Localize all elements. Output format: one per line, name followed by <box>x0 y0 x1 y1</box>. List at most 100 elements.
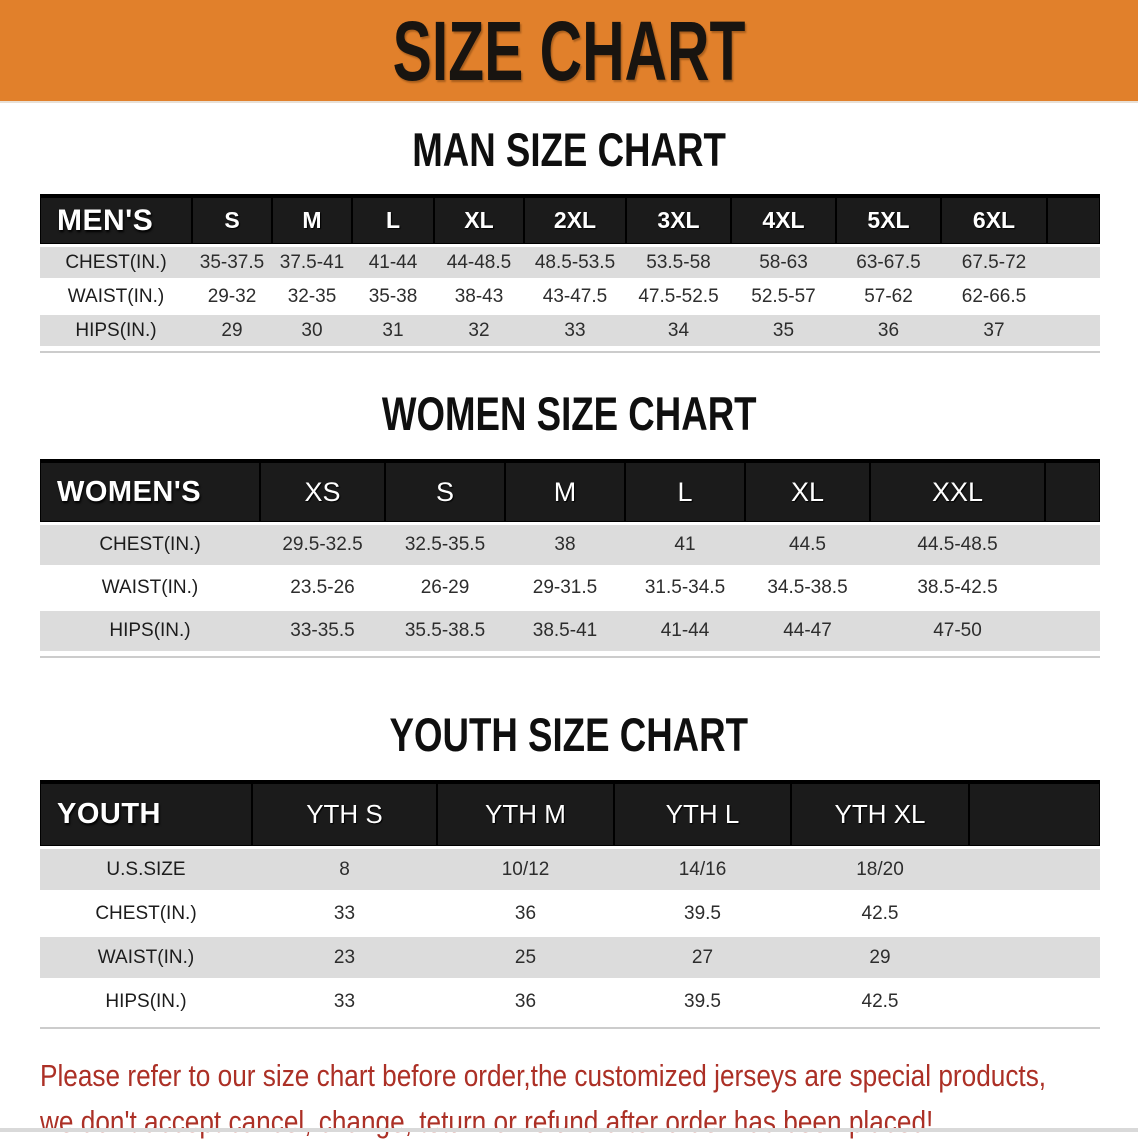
spacer-cell <box>1045 566 1100 610</box>
men-header-row: MEN'S S M L XL 2XL 3XL 4XL 5XL 6XL <box>40 194 1100 247</box>
women-hips-row: HIPS(IN.) 33-35.5 35.5-38.5 38.5-41 41-4… <box>40 609 1100 653</box>
spacer-cell <box>1047 279 1100 314</box>
size-cell: 53.5-58 <box>626 245 731 280</box>
size-cell: 44.5 <box>745 523 870 567</box>
youth-hips-row: HIPS(IN.) 33 36 39.5 42.5 <box>40 979 1100 1024</box>
row-label: WAIST(IN.) <box>40 935 252 980</box>
size-cell: 23 <box>252 935 437 980</box>
row-label: HIPS(IN.) <box>40 313 192 348</box>
size-cell: 27 <box>614 935 791 980</box>
youth-section-heading-text: YOUTH SIZE CHART <box>389 708 749 761</box>
size-cell: 42.5 <box>791 979 969 1024</box>
size-cell: 34 <box>626 313 731 348</box>
women-section-heading-text: WOMEN SIZE CHART <box>381 387 757 440</box>
size-cell: 32 <box>434 313 524 348</box>
size-cell: 18/20 <box>791 847 969 892</box>
size-cell: 33 <box>252 979 437 1024</box>
size-cell: 33 <box>252 891 437 936</box>
youth-ussize-row: U.S.SIZE 8 10/12 14/16 18/20 <box>40 847 1100 892</box>
youth-size-table: YOUTH YTH S YTH M YTH L YTH XL U.S.SIZE … <box>40 780 1100 1025</box>
women-col-xxl: XXL <box>870 459 1045 525</box>
women-table-title: WOMEN'S <box>40 459 260 525</box>
banner-title: SIZE CHART <box>392 3 746 98</box>
youth-section: YOUTH SIZE CHART YOUTH YTH S YTH M YTH L… <box>0 711 1138 1029</box>
size-cell: 39.5 <box>614 891 791 936</box>
youth-col-xl: YTH XL <box>791 780 969 849</box>
row-label: CHEST(IN.) <box>40 245 192 280</box>
size-cell: 34.5-38.5 <box>745 566 870 610</box>
banner: SIZE CHART <box>0 0 1138 103</box>
size-cell: 25 <box>437 935 614 980</box>
divider <box>40 351 1100 353</box>
size-cell: 31 <box>352 313 434 348</box>
men-table-title: MEN'S <box>40 194 192 247</box>
size-cell: 36 <box>437 979 614 1024</box>
row-label: CHEST(IN.) <box>40 891 252 936</box>
size-cell: 36 <box>836 313 941 348</box>
size-cell: 43-47.5 <box>524 279 626 314</box>
size-cell: 35.5-38.5 <box>385 609 505 653</box>
size-cell: 33 <box>524 313 626 348</box>
men-waist-row: WAIST(IN.) 29-32 32-35 35-38 38-43 43-47… <box>40 279 1100 314</box>
size-cell: 38-43 <box>434 279 524 314</box>
youth-header-row: YOUTH YTH S YTH M YTH L YTH XL <box>40 780 1100 849</box>
size-cell: 41-44 <box>352 245 434 280</box>
notice-line-1: Please refer to our size chart before or… <box>40 1058 1047 1093</box>
men-section-heading: MAN SIZE CHART <box>0 126 1138 174</box>
spacer-cell <box>1047 313 1100 348</box>
spacer-cell <box>969 935 1100 980</box>
size-cell: 39.5 <box>614 979 791 1024</box>
size-cell: 48.5-53.5 <box>524 245 626 280</box>
footer-notice: Please refer to our size chart before or… <box>40 1053 1138 1145</box>
men-size-table: MEN'S S M L XL 2XL 3XL 4XL 5XL 6XL CHEST… <box>40 194 1100 349</box>
size-cell: 63-67.5 <box>836 245 941 280</box>
youth-col-l: YTH L <box>614 780 791 849</box>
size-cell: 35-38 <box>352 279 434 314</box>
spacer-cell <box>1047 245 1100 280</box>
row-label: HIPS(IN.) <box>40 609 260 653</box>
women-col-xs: XS <box>260 459 385 525</box>
size-cell: 44-48.5 <box>434 245 524 280</box>
men-hips-row: HIPS(IN.) 29 30 31 32 33 34 35 36 37 <box>40 313 1100 348</box>
bottom-strip <box>0 1128 1138 1132</box>
youth-col-m: YTH M <box>437 780 614 849</box>
spacer-cell <box>969 780 1100 849</box>
youth-waist-row: WAIST(IN.) 23 25 27 29 <box>40 935 1100 980</box>
spacer-cell <box>1047 194 1100 247</box>
women-col-xl: XL <box>745 459 870 525</box>
size-cell: 36 <box>437 891 614 936</box>
youth-table-title: YOUTH <box>40 780 252 849</box>
size-cell: 29-32 <box>192 279 272 314</box>
divider <box>40 1027 1100 1029</box>
size-cell: 67.5-72 <box>941 245 1047 280</box>
size-cell: 10/12 <box>437 847 614 892</box>
row-label: WAIST(IN.) <box>40 566 260 610</box>
size-cell: 58-63 <box>731 245 836 280</box>
row-label: HIPS(IN.) <box>40 979 252 1024</box>
youth-col-s: YTH S <box>252 780 437 849</box>
size-cell: 30 <box>272 313 352 348</box>
size-cell: 31.5-34.5 <box>625 566 745 610</box>
men-col-4xl: 4XL <box>731 194 836 247</box>
size-cell: 52.5-57 <box>731 279 836 314</box>
men-section-heading-text: MAN SIZE CHART <box>412 123 726 176</box>
women-section: WOMEN SIZE CHART WOMEN'S XS S M L XL XXL <box>0 390 1138 658</box>
women-waist-row: WAIST(IN.) 23.5-26 26-29 29-31.5 31.5-34… <box>40 566 1100 610</box>
size-cell: 47-50 <box>870 609 1045 653</box>
spacer-cell <box>1045 459 1100 525</box>
size-cell: 23.5-26 <box>260 566 385 610</box>
size-cell: 29 <box>192 313 272 348</box>
size-cell: 26-29 <box>385 566 505 610</box>
men-col-2xl: 2XL <box>524 194 626 247</box>
men-col-m: M <box>272 194 352 247</box>
size-cell: 29.5-32.5 <box>260 523 385 567</box>
youth-chest-row: CHEST(IN.) 33 36 39.5 42.5 <box>40 891 1100 936</box>
size-cell: 41-44 <box>625 609 745 653</box>
size-cell: 38 <box>505 523 625 567</box>
row-label: CHEST(IN.) <box>40 523 260 567</box>
size-cell: 37.5-41 <box>272 245 352 280</box>
size-cell: 29 <box>791 935 969 980</box>
size-cell: 47.5-52.5 <box>626 279 731 314</box>
men-chest-row: CHEST(IN.) 35-37.5 37.5-41 41-44 44-48.5… <box>40 245 1100 280</box>
